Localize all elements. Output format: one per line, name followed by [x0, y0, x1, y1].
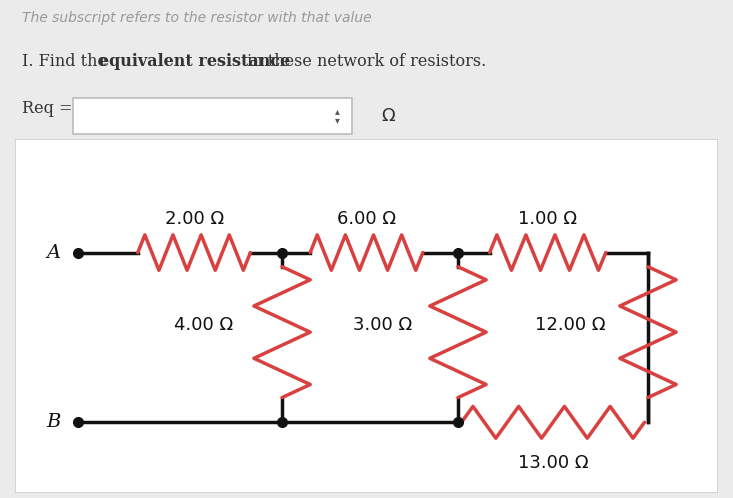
Text: 12.00 Ω: 12.00 Ω: [535, 316, 605, 334]
Text: B: B: [46, 413, 60, 431]
Text: Req =: Req =: [22, 100, 73, 117]
Text: 3.00 Ω: 3.00 Ω: [353, 316, 412, 334]
Text: Ω: Ω: [381, 107, 395, 124]
Text: 1.00 Ω: 1.00 Ω: [518, 210, 577, 228]
Text: ▴
▾: ▴ ▾: [335, 107, 339, 125]
Text: I. Find the: I. Find the: [22, 53, 112, 70]
Text: 2.00 Ω: 2.00 Ω: [164, 210, 224, 228]
Text: equivalent resistance: equivalent resistance: [99, 53, 290, 70]
Text: 6.00 Ω: 6.00 Ω: [337, 210, 396, 228]
FancyBboxPatch shape: [15, 139, 718, 493]
Text: in these network of resistors.: in these network of resistors.: [242, 53, 486, 70]
Bar: [73, 98, 352, 134]
Text: A: A: [46, 244, 60, 261]
Text: 4.00 Ω: 4.00 Ω: [174, 316, 233, 334]
Text: The subscript refers to the resistor with that value: The subscript refers to the resistor wit…: [22, 11, 372, 25]
Text: 13.00 Ω: 13.00 Ω: [517, 454, 588, 472]
